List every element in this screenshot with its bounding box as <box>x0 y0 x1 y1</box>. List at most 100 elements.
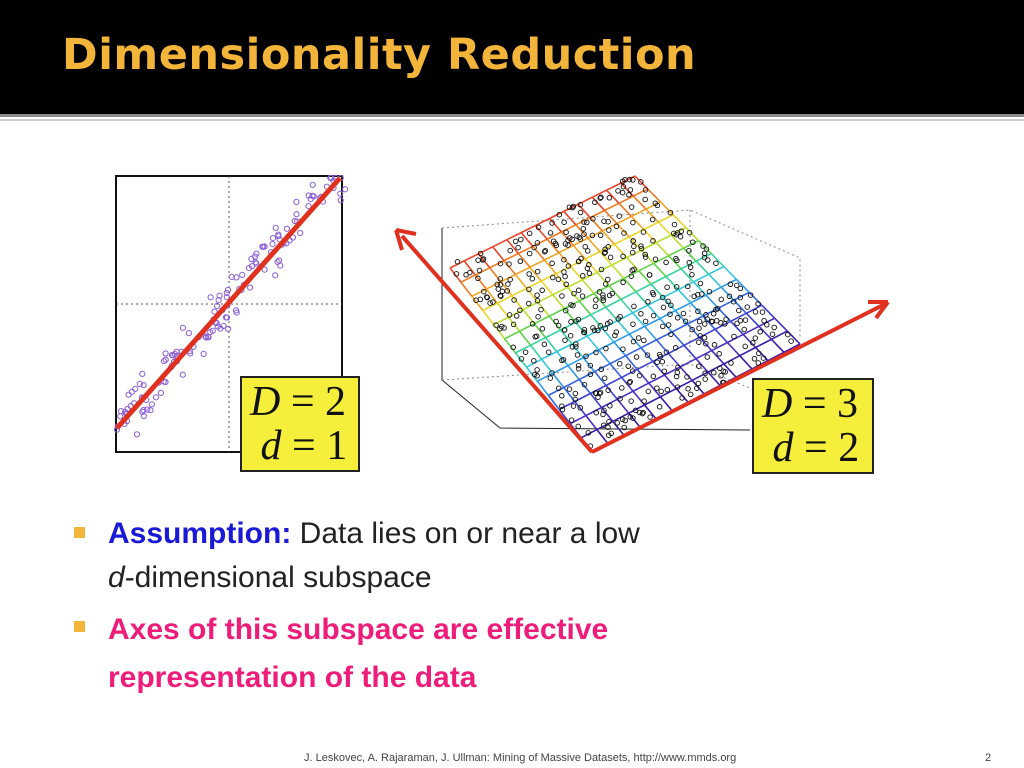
scatter-point-3d <box>566 204 573 210</box>
mesh-line <box>460 274 476 283</box>
mesh-line <box>514 352 528 368</box>
scatter-point-3d <box>547 230 554 236</box>
scatter-point-3d <box>607 403 613 409</box>
scatter-point <box>140 407 147 414</box>
mesh-line <box>474 274 487 290</box>
scatter-point-3d <box>529 275 536 282</box>
mesh-line <box>632 304 649 314</box>
mesh-line <box>640 339 657 349</box>
scatter-point-3d <box>771 324 777 331</box>
scatter-point-3d <box>714 305 721 312</box>
mesh-line <box>685 227 700 242</box>
mesh-line <box>449 267 462 283</box>
mesh-line <box>616 398 630 414</box>
scatter-point-3d <box>559 406 566 413</box>
mesh-line <box>560 321 577 331</box>
mesh-line <box>710 252 725 268</box>
scatter-point-3d <box>742 343 748 350</box>
mesh-line <box>655 339 670 354</box>
scatter-point <box>239 271 246 279</box>
scatter-point-3d <box>615 316 622 322</box>
mesh-line <box>558 252 572 267</box>
mesh-line <box>739 355 753 370</box>
mesh-line <box>640 347 654 362</box>
mesh-line <box>680 268 695 283</box>
scatter-point <box>272 224 279 232</box>
mesh-line <box>733 291 750 301</box>
mesh-line <box>544 337 558 353</box>
scatter-point-3d <box>716 351 722 357</box>
scatter-point-3d <box>659 294 666 301</box>
mesh-line <box>761 304 776 319</box>
scatter-point <box>160 358 168 365</box>
mesh-line <box>720 278 737 288</box>
assumption-text: Data lies on or near a low <box>291 517 640 550</box>
mesh-line <box>665 268 682 278</box>
mesh-line <box>674 302 691 312</box>
scatter-point-3d <box>640 229 647 235</box>
mesh-line <box>670 234 685 249</box>
D-symbol: D <box>250 379 281 425</box>
scatter-point-3d <box>605 276 611 283</box>
scatter-point-3d <box>573 341 579 347</box>
mesh-line <box>463 260 476 276</box>
mesh-line <box>535 217 550 227</box>
mesh-line <box>530 336 546 347</box>
scatter-point-3d <box>638 243 644 249</box>
scatter-point-3d <box>510 344 516 351</box>
D-symbol: D <box>762 381 793 427</box>
scatter-point-3d <box>642 254 649 260</box>
mesh-line <box>745 312 760 327</box>
page-number: 2 <box>985 752 992 764</box>
mesh-line <box>578 300 592 316</box>
mesh-line <box>522 301 539 311</box>
scatter-point-3d <box>559 393 565 399</box>
mesh-line <box>679 357 697 368</box>
scatter-point <box>211 308 218 315</box>
scatter-point-3d <box>691 293 697 300</box>
scatter-point <box>147 407 154 414</box>
scatter-point-3d <box>597 389 604 396</box>
scatter-point-3d <box>510 321 517 328</box>
mesh-line <box>623 270 640 280</box>
mesh-line <box>648 374 665 384</box>
scatter-point-3d <box>499 288 506 295</box>
scatter-point-3d <box>598 266 605 273</box>
scatter-point-3d <box>526 230 533 237</box>
scatter-point-3d <box>562 307 569 314</box>
scatter-point-3d <box>633 354 640 360</box>
mesh-line <box>659 396 673 412</box>
mesh-line <box>519 322 535 332</box>
mesh-line <box>613 243 628 259</box>
scatter-point <box>309 192 316 199</box>
scatter-point-3d <box>561 327 568 333</box>
mesh-line <box>656 331 673 341</box>
scatter-point-3d <box>638 311 644 317</box>
mesh-line <box>620 291 637 301</box>
scatter-point-3d <box>616 213 622 219</box>
mesh-line <box>560 329 573 345</box>
mesh-line <box>587 237 601 253</box>
scatter-point-3d <box>561 256 567 263</box>
mesh-line <box>577 203 591 219</box>
mesh-line <box>601 230 616 245</box>
scatter-point-3d <box>592 199 598 206</box>
title-bar: Dimensionality Reduction <box>0 0 1024 114</box>
scatter-point-3d <box>696 363 702 369</box>
mesh-line <box>463 253 479 262</box>
mesh-line <box>534 315 550 325</box>
mesh-line <box>567 365 580 381</box>
scatter-point <box>293 211 300 218</box>
mesh-line <box>699 328 716 339</box>
bullet-assumption: Assumption: Data lies on or near a low d… <box>72 512 972 600</box>
scatter-point-3d <box>596 289 603 295</box>
scatter-point-3d <box>620 346 626 352</box>
figure-3d-projection: D = 3 d = 2 <box>380 168 900 478</box>
mesh-line <box>690 294 707 304</box>
scatter-point-3d <box>556 211 563 218</box>
mesh-line <box>677 289 692 304</box>
scatter-point-3d <box>652 200 659 207</box>
scatter-point-3d <box>650 373 657 380</box>
scatter-point-3d <box>635 335 642 341</box>
scatter-point-3d <box>656 351 663 358</box>
